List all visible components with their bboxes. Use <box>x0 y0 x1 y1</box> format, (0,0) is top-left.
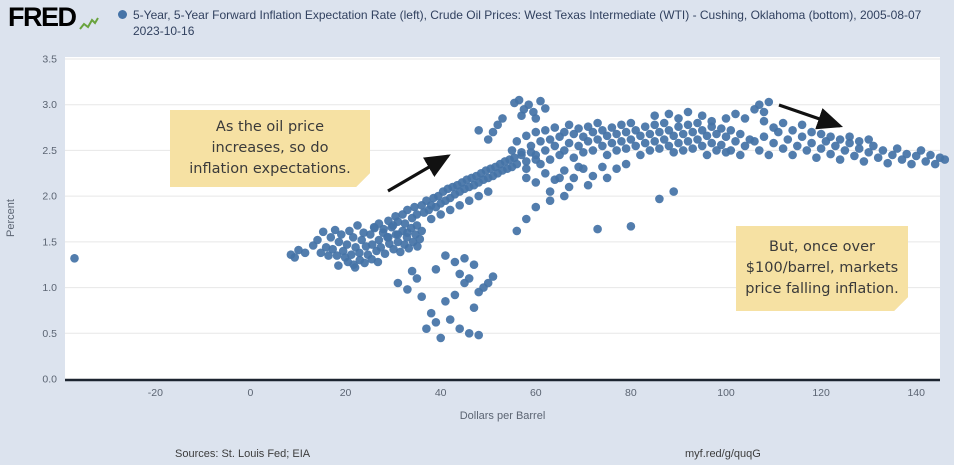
fred-logo-text: FRED <box>8 2 77 32</box>
y-axis-title: Percent <box>5 199 17 237</box>
gridlines <box>65 58 940 334</box>
svg-text:20: 20 <box>340 387 352 399</box>
x-axis-title: Dollars per Barrel <box>459 410 546 422</box>
svg-text:3.0: 3.0 <box>42 99 57 111</box>
svg-text:40: 40 <box>435 387 447 399</box>
bottom-strip <box>0 465 954 472</box>
sticky-note-oil-price: As the oil price increases, so do inflat… <box>170 110 370 187</box>
chart-title[interactable]: 5-Year, 5-Year Forward Inflation Expecta… <box>133 8 922 39</box>
sources-text: Sources: St. Louis Fed; EIA <box>175 448 311 460</box>
series-legend-dot <box>118 10 127 19</box>
svg-text:100: 100 <box>717 387 735 399</box>
svg-text:80: 80 <box>625 387 637 399</box>
svg-text:0.5: 0.5 <box>42 328 57 340</box>
tick-labels: 0.0 0.5 1.0 1.5 2.0 2.5 3.0 3.5 -20 0 20 40 60 80 100 1… <box>42 54 925 400</box>
arrow-annotation-right <box>778 103 844 130</box>
svg-text:1.0: 1.0 <box>42 282 57 294</box>
svg-text:0: 0 <box>248 387 254 399</box>
svg-text:-20: -20 <box>148 387 163 399</box>
chart-canvas: 0.0 0.5 1.0 1.5 2.0 2.5 3.0 3.5 -20 0 20 40 60 80 100 1… <box>42 54 950 400</box>
chart-header: 5-Year, 5-Year Forward Inflation Expecta… <box>118 7 940 39</box>
svg-text:2.5: 2.5 <box>42 145 57 157</box>
svg-text:60: 60 <box>530 387 542 399</box>
svg-text:3.5: 3.5 <box>42 54 57 66</box>
svg-text:0.0: 0.0 <box>42 374 57 386</box>
sticky-note-falling-inflation: But, once over $100/barrel, markets pric… <box>736 226 908 311</box>
scatter-points <box>70 95 950 343</box>
svg-text:140: 140 <box>907 387 925 399</box>
sparkline-icon <box>78 8 99 39</box>
svg-text:120: 120 <box>812 387 830 399</box>
fred-logo[interactable]: FRED <box>8 2 99 39</box>
plot-background <box>65 57 940 380</box>
svg-text:1.5: 1.5 <box>42 236 57 248</box>
shortlink[interactable]: myf.red/g/quqG <box>685 448 761 460</box>
svg-text:2.0: 2.0 <box>42 191 57 203</box>
arrow-annotation-left <box>387 154 451 193</box>
